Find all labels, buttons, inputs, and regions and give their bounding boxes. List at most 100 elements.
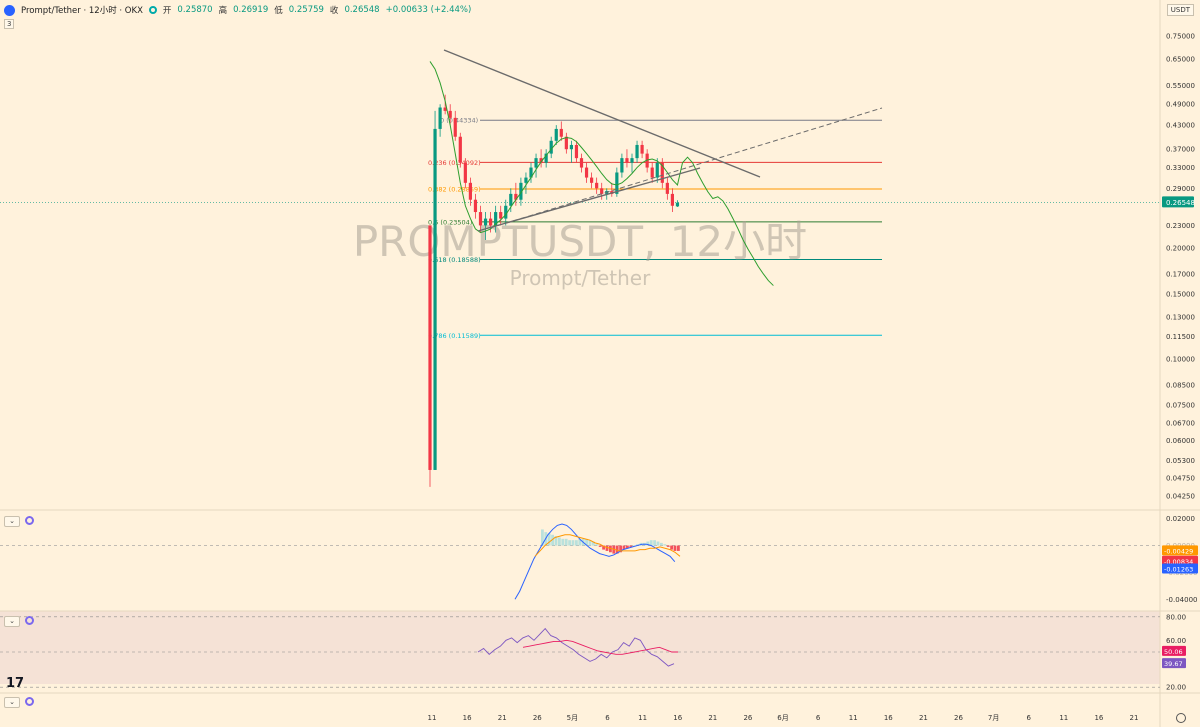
pane3-settings-icon[interactable]	[25, 697, 34, 706]
time-tick-label: 11	[849, 714, 858, 722]
macd-histogram-bar	[554, 536, 558, 546]
candle-body	[579, 158, 584, 168]
price-tick-label: 0.49000	[1166, 101, 1195, 109]
price-tick-label: 0.11500	[1166, 333, 1195, 341]
candle-body	[675, 202, 680, 207]
candle-body	[635, 144, 639, 159]
candle-body	[569, 144, 573, 150]
candle-body	[625, 158, 629, 163]
rsi-ma-line	[522, 639, 678, 655]
candle-body	[645, 153, 649, 168]
signal-line	[534, 534, 681, 557]
candle-body	[483, 218, 488, 226]
time-tick-label: 11	[428, 714, 437, 722]
low-label: 低	[274, 6, 283, 16]
price-tick-label: 0.17000	[1166, 270, 1195, 278]
candle-body	[438, 107, 442, 129]
price-tick-label: 0.43000	[1166, 122, 1195, 130]
time-tick-label: 5月	[567, 714, 578, 722]
price-tick-label: 0.55000	[1166, 82, 1195, 90]
macd-value-label: -0.01263	[1164, 566, 1193, 574]
candle-body	[443, 107, 447, 111]
rsi-collapse-button[interactable]: ⌄	[4, 616, 20, 627]
candle-body	[549, 140, 553, 154]
macd-tick-label: 0.02000	[1166, 515, 1195, 523]
rsi-tick-label: 20.00	[1166, 684, 1186, 692]
high-label: 高	[218, 6, 228, 16]
rsi-value-tag	[1162, 645, 1186, 656]
rsi-line	[477, 627, 675, 667]
price-tick-label: 0.13000	[1166, 313, 1195, 321]
open-value: 0.25870	[177, 5, 213, 15]
macd-histogram-bar	[670, 545, 673, 550]
price-tick-label: 0.06000	[1166, 437, 1195, 445]
candle-body	[468, 182, 472, 200]
price-tick-label: 0.06700	[1166, 420, 1195, 428]
candle-body	[544, 153, 548, 163]
price-tick-label: 0.07500	[1166, 401, 1195, 409]
pane3-collapse-button[interactable]: ⌄	[4, 697, 20, 708]
price-tick-label: 0.37000	[1166, 146, 1195, 154]
candle-body	[509, 193, 513, 206]
symbol-title[interactable]: Prompt/Tether · 12小时 · OKX	[21, 6, 143, 16]
time-tick-label: 7月	[988, 714, 999, 722]
candle-body	[524, 177, 528, 183]
candle-body	[499, 212, 503, 219]
time-tick-label: 11	[638, 714, 647, 722]
candle-body	[670, 193, 674, 206]
candle-body	[489, 218, 493, 226]
resistance-trendline	[443, 49, 761, 178]
macd-histogram-bar	[649, 540, 653, 546]
sma-line	[429, 61, 774, 286]
macd-settings-icon[interactable]	[25, 516, 34, 525]
macd-histogram-bar	[568, 540, 571, 546]
macd-histogram-bar	[558, 537, 561, 546]
fib-level-label: 0.5 (0.23504)	[428, 218, 472, 226]
rsi-settings-icon[interactable]	[25, 616, 34, 625]
macd-collapse-button[interactable]: ⌄	[4, 516, 20, 527]
high-value: 0.26919	[233, 5, 269, 15]
macd-histogram-bar	[571, 540, 575, 546]
macd-histogram-bar	[636, 544, 639, 546]
close-label: 收	[329, 6, 339, 16]
price-tick-label: 0.65000	[1166, 55, 1195, 63]
watermark-name: Prompt/Tether	[510, 266, 651, 290]
current-price-label: 0.26548	[1166, 199, 1195, 207]
macd-histogram-bar	[626, 545, 629, 549]
time-tick-label: 16	[1094, 714, 1103, 722]
candle-body	[539, 158, 543, 163]
candle-body	[564, 136, 568, 150]
low-value: 0.25759	[288, 5, 324, 15]
macd-histogram-bar	[541, 529, 544, 546]
tradingview-logo-icon[interactable]: 17	[6, 676, 25, 691]
extended-trendline	[489, 107, 883, 229]
candle-body	[453, 117, 457, 137]
fib-level-label: 0.236 (0.34092)	[428, 159, 481, 167]
macd-value-tag	[1162, 563, 1198, 574]
indicator-count-toggle[interactable]: 3	[4, 19, 15, 29]
rsi-band	[0, 611, 1160, 684]
candle-body	[590, 177, 594, 183]
candle-body	[534, 158, 538, 168]
macd-histogram-bar	[585, 538, 588, 546]
time-tick-label: 26	[743, 714, 752, 722]
currency-selector[interactable]: USDT	[1166, 4, 1194, 16]
change-value: +0.00633 (+2.44%)	[385, 5, 472, 15]
macd-histogram-bar	[622, 545, 626, 550]
candle-body	[463, 162, 467, 183]
macd-histogram-bar	[677, 545, 680, 551]
macd-tick-label: -0.04000	[1166, 596, 1197, 604]
macd-value-label: -0.00834	[1164, 558, 1193, 566]
macd-histogram-bar	[547, 533, 551, 546]
candle-body	[494, 212, 498, 226]
macd-histogram-bar	[660, 542, 663, 546]
candle-body	[554, 128, 558, 141]
candle-body	[655, 162, 659, 178]
time-tick-label: 6月	[777, 714, 788, 722]
chart-settings-icon[interactable]	[1176, 713, 1186, 723]
candle-body	[600, 188, 604, 194]
macd-histogram-bar	[646, 541, 650, 546]
macd-histogram-bar	[592, 541, 595, 546]
candle-body	[650, 167, 654, 178]
